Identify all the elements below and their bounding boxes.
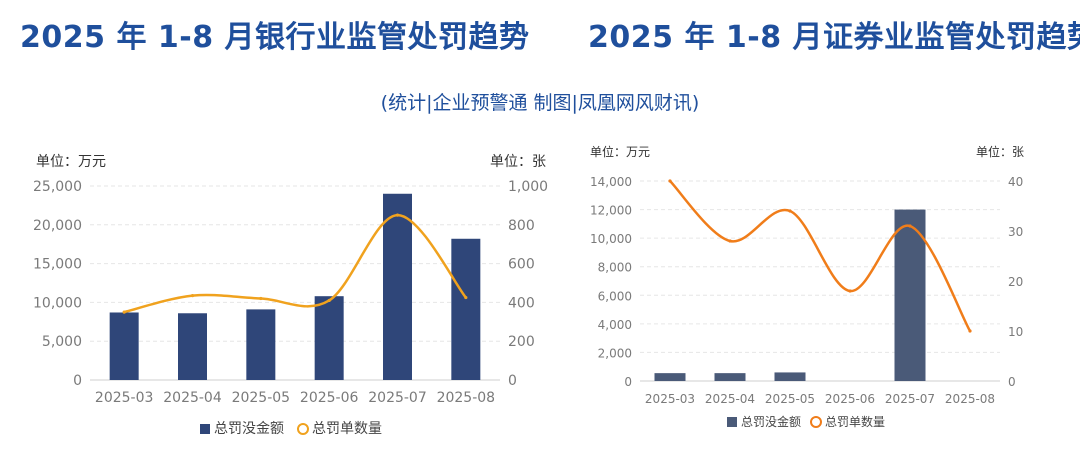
bank-bar [109,312,139,380]
sec-x-tick-label: 2025-06 [825,392,875,406]
bank-bar [246,309,276,380]
bank-y-tick-right: 1,000 [508,179,548,195]
bank-line-point [259,296,263,301]
bank-y-unit-right: 单位：张 [490,154,546,170]
sec-y-tick-left: 10,000 [590,232,632,246]
sec-y-tick-right: 0 [1008,375,1016,389]
bank-bar [451,238,481,380]
bank-bar [383,193,412,380]
bank-y-tick-right: 600 [508,257,535,273]
bank-y-tick-right: 800 [508,218,535,234]
bank-x-tick-label: 2025-04 [163,390,222,406]
sec-y-tick-left: 12,000 [590,204,632,218]
bank-y-tick-left: 20,000 [33,218,82,234]
sec-y-tick-left: 2,000 [598,346,632,360]
sec-y-tick-right: 40 [1008,175,1023,189]
sec-x-tick-label: 2025-07 [885,392,935,406]
chart-title-securities: 2025 年 1-8 月证券业监管处罚趋势 [588,20,1080,55]
sec-y-tick-right: 20 [1008,275,1023,289]
bank-line-point [190,294,195,298]
sec-line-point [788,209,792,213]
source-subtitle: (统计|企业预警通 制图|凤凰网风财讯) [380,92,700,114]
sec-y-tick-left: 6,000 [598,289,632,303]
bank-line-point [327,298,331,303]
sec-x-tick-label: 2025-03 [645,392,695,406]
sec-legend-line-swatch [810,416,822,428]
sec-bar [774,372,806,381]
bank-y-tick-left: 10,000 [33,295,82,311]
bank-line-point [395,213,400,217]
sec-bar [894,209,926,381]
sec-y-unit-left: 单位：万元 [590,144,650,159]
sec-bar [654,373,686,381]
sec-bar [714,373,746,381]
bank-x-tick-label: 2025-07 [368,390,427,406]
sec-y-tick-right: 30 [1008,225,1023,239]
bank-legend-line-swatch [297,423,309,435]
bank-y-tick-right: 0 [508,373,517,389]
sec-line-point [968,329,972,333]
bank-y-tick-left: 15,000 [33,257,82,273]
bank-x-tick-label: 2025-05 [232,390,291,406]
bank-line-point [464,295,468,300]
sec-legend-bar-label: 总罚没金额 [741,414,801,429]
sec-x-tick-label: 2025-05 [765,392,815,406]
sec-legend-bar-swatch [727,417,737,427]
bank-y-tick-left: 5,000 [42,334,82,350]
sec-line-point [728,239,732,243]
bank-line-point [122,310,126,314]
bank-y-tick-right: 200 [508,334,535,350]
sec-y-tick-left: 4,000 [598,318,632,332]
bank-y-tick-right: 400 [508,295,535,311]
bank-legend-bar-label: 总罚没金额 [214,421,284,437]
bank-legend-line-label: 总罚单数量 [312,421,382,437]
bank-legend-bar-swatch [200,424,210,434]
bank-x-tick-label: 2025-03 [95,390,154,406]
bank-y-unit-left: 单位：万元 [36,154,106,170]
sec-y-tick-left: 8,000 [598,261,632,275]
bank-bar [314,296,344,380]
sec-line-point [668,179,672,183]
sec-y-tick-right: 10 [1008,325,1023,339]
sec-y-tick-left: 0 [624,375,632,389]
bank-y-tick-left: 25,000 [33,179,82,195]
sec-y-unit-right: 单位：张 [976,144,1024,159]
bank-x-tick-label: 2025-06 [300,390,359,406]
bank-y-tick-left: 0 [73,373,82,389]
sec-x-tick-label: 2025-04 [705,392,755,406]
bank-bar [178,313,207,380]
bank-x-tick-label: 2025-08 [437,390,496,406]
sec-legend-line-label: 总罚单数量 [825,414,885,429]
sec-x-tick-label: 2025-08 [945,392,995,406]
sec-line-point [848,289,852,293]
sec-line-series [669,180,972,332]
sec-line-point [908,224,912,228]
chart-title-bank: 2025 年 1-8 月银行业监管处罚趋势 [20,20,530,55]
sec-y-tick-left: 14,000 [590,175,632,189]
